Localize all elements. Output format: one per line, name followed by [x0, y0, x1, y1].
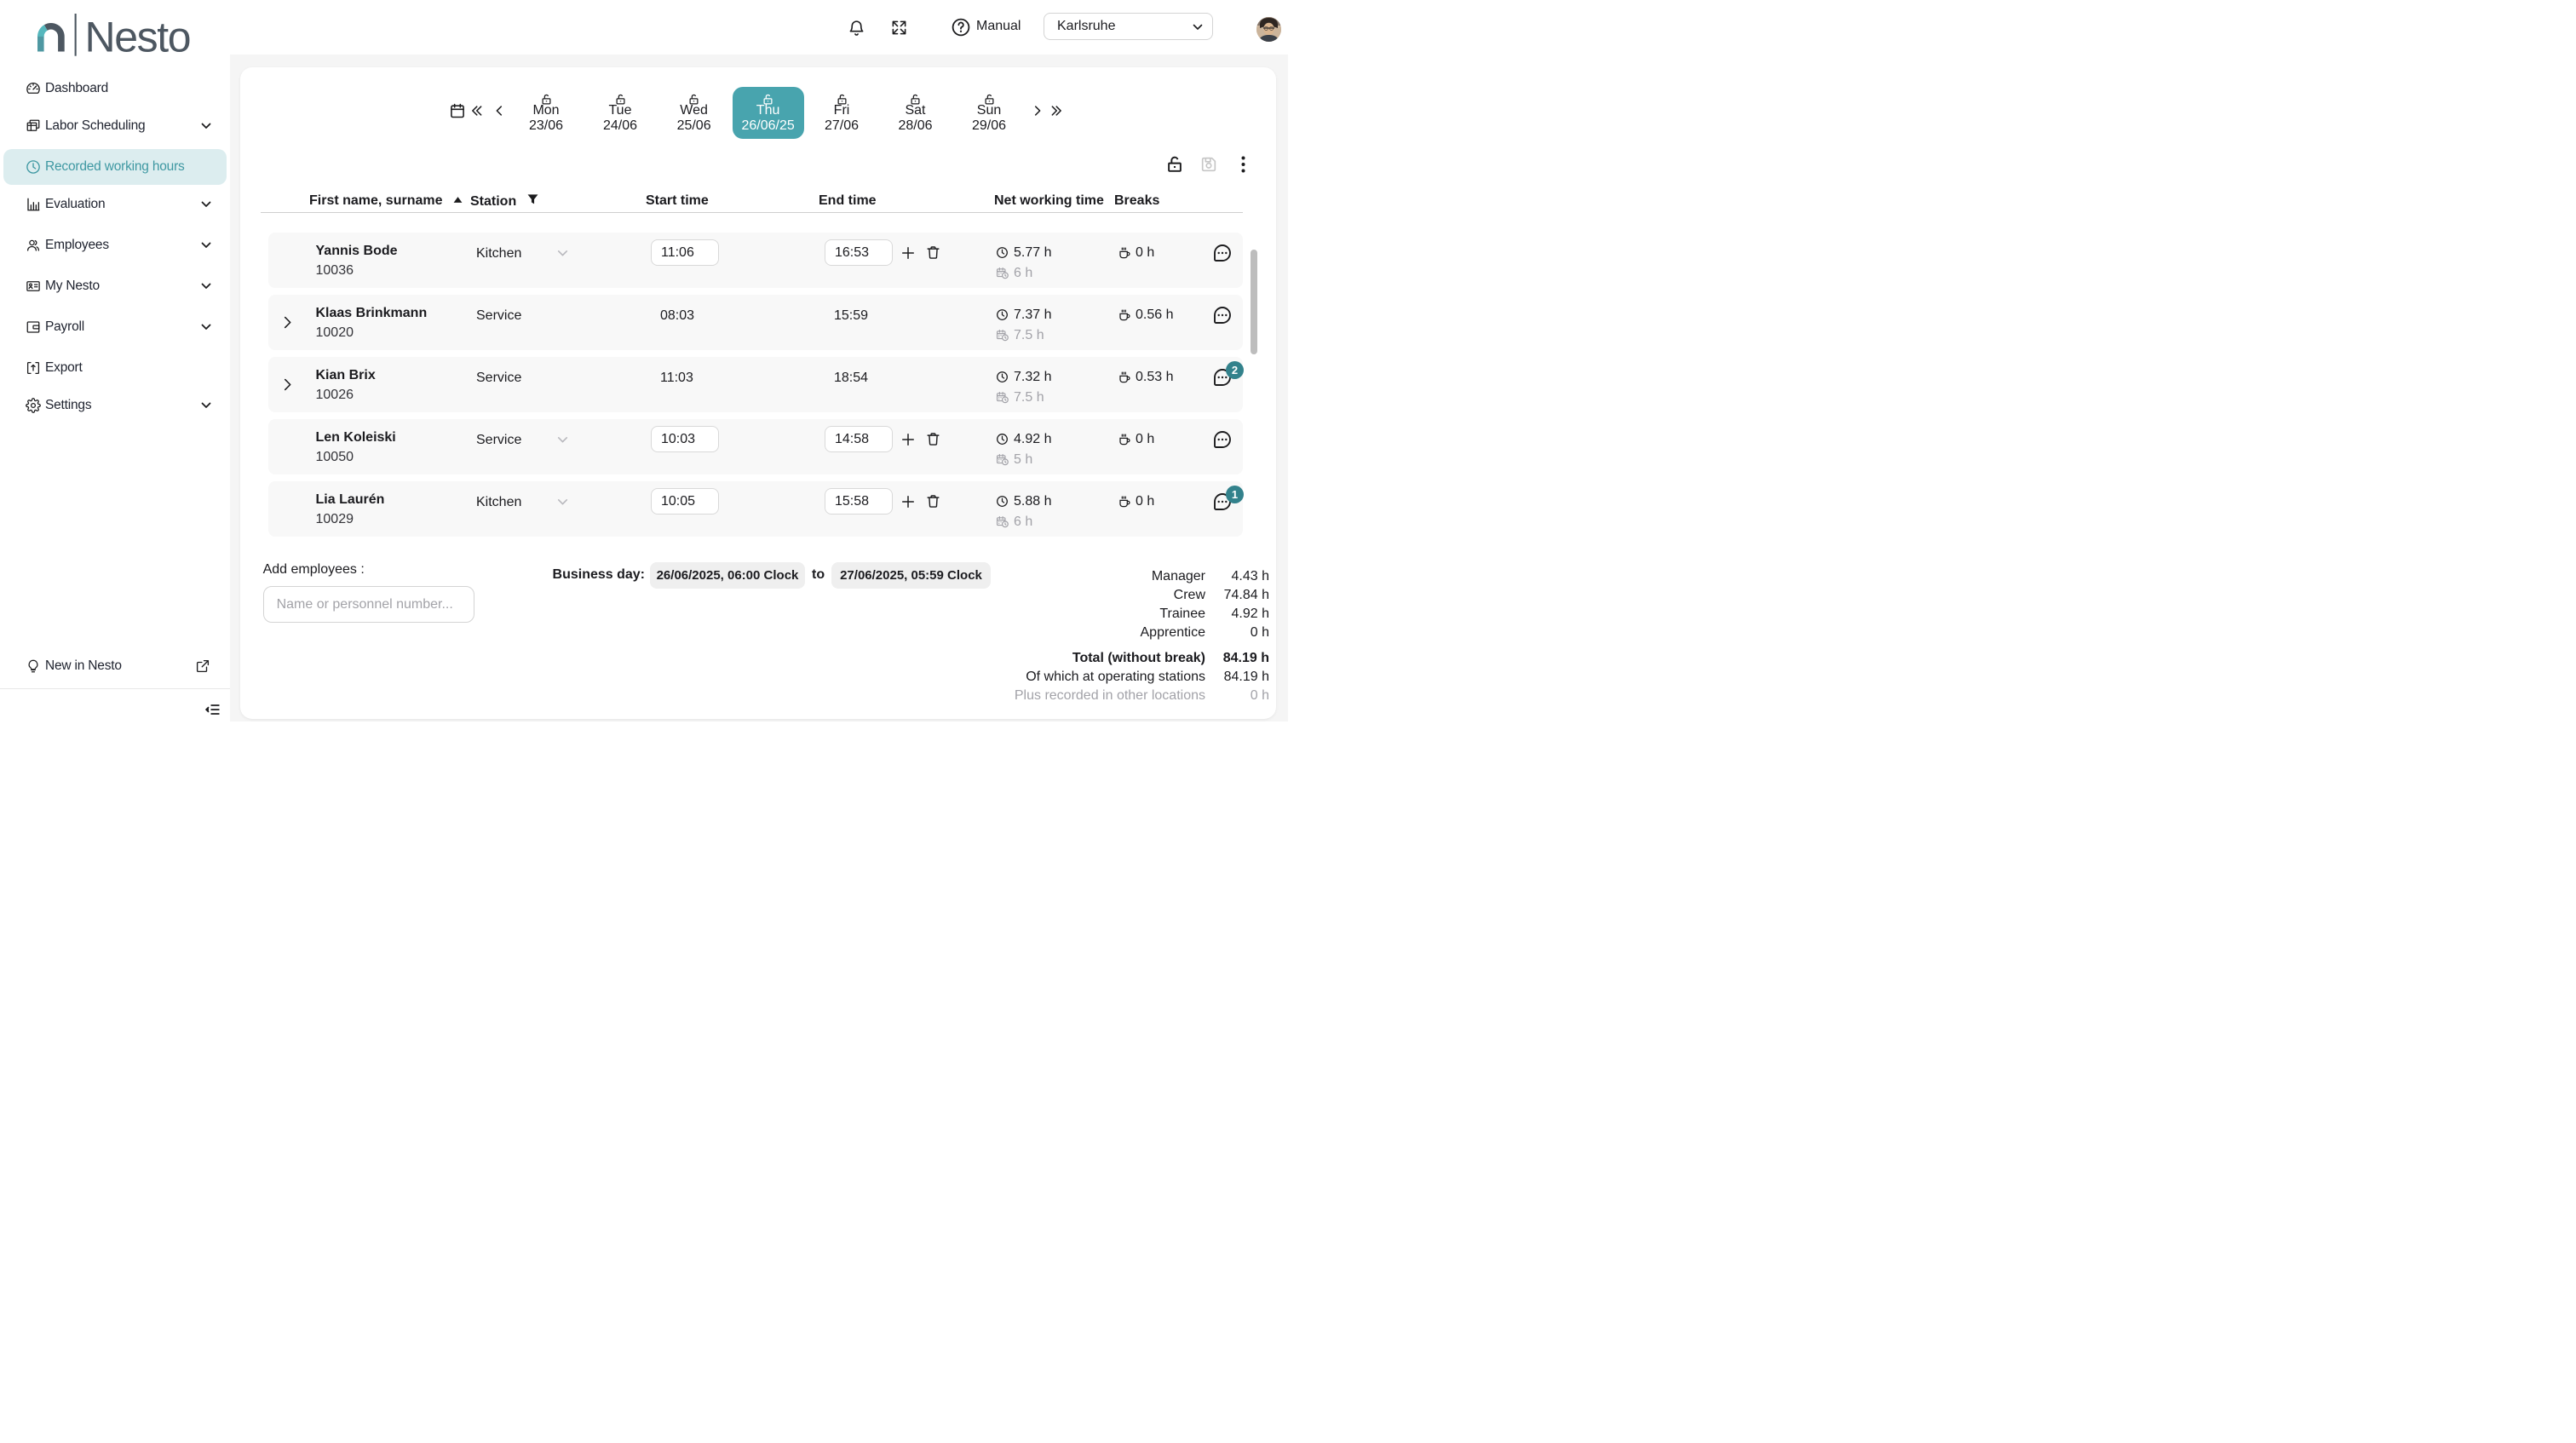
- svg-text:Nesto: Nesto: [85, 14, 191, 60]
